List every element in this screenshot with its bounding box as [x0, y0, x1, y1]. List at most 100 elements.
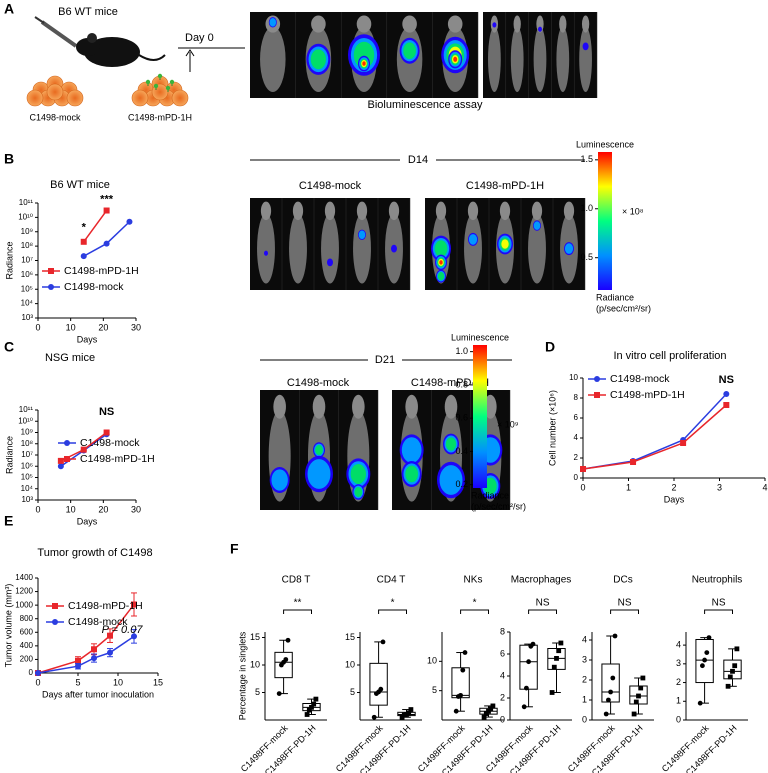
data-point — [304, 712, 310, 717]
data-point — [371, 714, 377, 720]
mouse — [556, 26, 570, 92]
y-tick-label: 10⁸ — [21, 439, 33, 448]
y-tick-label: 10 — [569, 373, 578, 382]
data-point — [526, 659, 531, 665]
y-tick-label: 10⁶ — [21, 461, 33, 470]
y-tick-label: 10⁷ — [21, 450, 33, 459]
data-point — [702, 657, 707, 663]
signal — [492, 22, 497, 28]
x-tick-label: 0 — [35, 677, 40, 687]
signal — [445, 437, 457, 451]
y-tick-label: 1 — [582, 694, 587, 704]
marker — [75, 657, 81, 664]
mouse-head — [405, 394, 418, 419]
host-label: B6 WT mice — [58, 6, 118, 18]
chart-title: CD8 T — [282, 575, 311, 586]
data-point — [704, 650, 710, 655]
mouse-head — [356, 15, 372, 33]
timepoint: D14 — [408, 154, 428, 166]
data-point — [606, 697, 611, 703]
mouse-head — [292, 201, 304, 221]
signal — [350, 464, 367, 484]
y-tick-label: 10⁶ — [21, 270, 33, 279]
colorbar-tick-label: 0.2 — [455, 479, 468, 489]
signal — [315, 445, 323, 455]
mouse-head — [311, 15, 326, 33]
x-tick-label: C1498FF-mock — [334, 723, 385, 773]
legend-marker — [52, 619, 58, 625]
y-tick-label: 5 — [350, 687, 355, 697]
signal — [358, 230, 366, 240]
y-tick-label: 4 — [500, 670, 505, 680]
y-axis-label: Radiance — [4, 436, 14, 474]
y-tick-label: 600 — [20, 627, 34, 636]
marker — [80, 253, 87, 260]
significance: * — [391, 598, 395, 609]
ligand — [165, 85, 171, 91]
mouse — [533, 26, 547, 92]
data-point — [631, 711, 637, 717]
x-tick-label: 10 — [66, 322, 76, 332]
colorbar — [473, 345, 487, 488]
signal — [310, 49, 327, 70]
significance-bracket — [378, 609, 407, 614]
legend-label: C1498-mock — [610, 373, 670, 385]
mouse — [289, 213, 307, 284]
signal — [582, 42, 589, 51]
marker — [75, 663, 81, 670]
x-tick-label: 0 — [35, 322, 40, 332]
data-point — [603, 711, 609, 717]
chart-title: Macrophages — [511, 575, 572, 586]
x-axis-label: Days after tumor inoculation — [42, 689, 154, 699]
y-tick-label: 5 — [432, 685, 437, 695]
marker — [723, 402, 730, 408]
marker — [131, 633, 137, 640]
x-tick-label: 30 — [131, 504, 141, 514]
data-point — [380, 639, 386, 645]
signal — [271, 469, 288, 491]
data-point — [309, 704, 314, 710]
marker — [80, 446, 87, 453]
colorbar-title: Luminescence — [451, 332, 509, 342]
data-point — [378, 686, 384, 692]
mouse — [579, 26, 592, 92]
panel-label: B — [4, 151, 14, 167]
timepoint: D21 — [375, 354, 395, 366]
legend-marker — [64, 440, 70, 446]
x-axis-label: Days — [77, 516, 98, 526]
data-point — [406, 710, 412, 716]
legend-label: C1498-mPD-1H — [68, 600, 143, 612]
y-tick-label: 2 — [574, 453, 579, 462]
data-point — [521, 704, 527, 710]
panel-a-diagram — [34, 16, 245, 72]
signal — [437, 272, 445, 281]
y-tick-label: 10⁸ — [21, 241, 33, 250]
marker — [57, 457, 64, 464]
marker — [91, 655, 97, 662]
x-tick-label: 4 — [762, 482, 767, 492]
x-tick-label: 10 — [113, 677, 123, 687]
data-point — [638, 685, 644, 691]
chart-title: In vitro cell proliferation — [613, 350, 726, 362]
signal — [453, 56, 458, 62]
data-point — [306, 707, 312, 713]
legend-label: C1498-mPD-1H — [64, 265, 139, 277]
signal — [439, 260, 443, 265]
mouse — [257, 213, 275, 284]
series-line — [582, 393, 727, 470]
data-point — [610, 675, 616, 681]
y-tick-label: 0 — [29, 668, 34, 677]
mouse-head — [444, 394, 458, 419]
syringe-plunger — [34, 16, 45, 24]
legend-label: C1498-mock — [64, 281, 124, 293]
panel-label: E — [4, 513, 13, 529]
colorbar-tick-label: 1.5 — [580, 154, 593, 164]
group-label: C1498-mock — [287, 377, 350, 389]
significance: NS — [536, 598, 550, 609]
mouse-head — [513, 15, 521, 33]
data-point — [462, 650, 468, 655]
y-tick-label: 5 — [255, 687, 260, 697]
colorbar-tick-label: 0.8 — [455, 379, 468, 389]
x-tick-label: 0 — [580, 482, 585, 492]
